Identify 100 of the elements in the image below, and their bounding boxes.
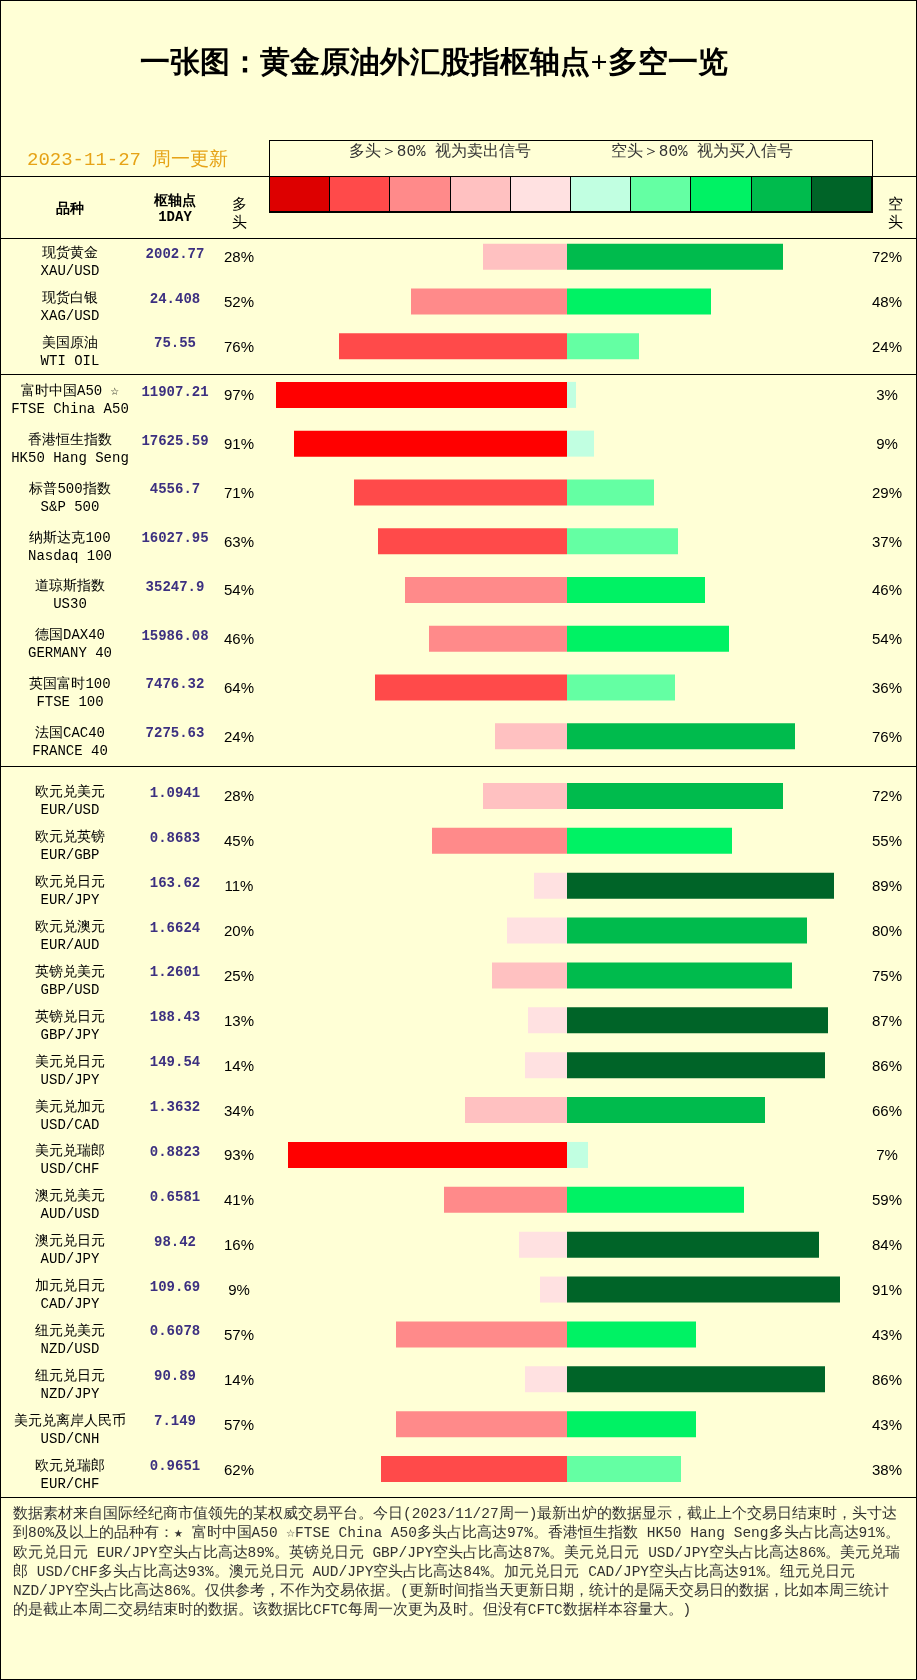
y-tick-label: 英镑兑美元 GBP/USD <box>35 963 105 998</box>
data-label: 34% <box>223 1101 255 1119</box>
text: 0.6078 <box>149 1323 201 1340</box>
text: 149.54 <box>149 1054 201 1071</box>
data-label: 14% <box>223 1056 255 1074</box>
text: 11907.21 <box>141 383 209 400</box>
text: 0.9651 <box>149 1458 201 1475</box>
data-label: 48% <box>871 293 903 310</box>
text: 多头 <box>231 194 247 230</box>
y-tick-label: 加元兑日元 CAD/JPY <box>35 1278 105 1313</box>
text: 35247.9 <box>145 578 205 595</box>
bar <box>525 1052 567 1079</box>
data-label: 46% <box>871 581 903 599</box>
data-label: 87% <box>871 1011 903 1029</box>
y-tick-label: 纽元兑美元 NZD/USD <box>35 1322 105 1357</box>
data-label: 20% <box>223 922 255 940</box>
y-tick-label: 纳斯达克100 Nasdaq 100 <box>27 529 113 564</box>
text: 17625.59 <box>141 432 209 449</box>
data-label: 37% <box>871 532 903 550</box>
data-label: 45% <box>223 832 255 850</box>
bar <box>525 1366 567 1393</box>
data-label: 54% <box>223 581 255 599</box>
y-tick-label: 富时中国A50 ☆ FTSE China A50 <box>11 383 129 418</box>
data-label: 63% <box>223 532 255 550</box>
bar <box>534 872 567 899</box>
data-label: 72% <box>871 787 903 805</box>
y-tick-label: 英国富时100 FTSE 100 <box>29 675 111 710</box>
data-label: 86% <box>871 1370 903 1388</box>
text: 2023-11-27 周一更新 <box>27 148 229 171</box>
data-label: 76% <box>871 727 903 745</box>
text: 数据素材来自国际经纪商市值领先的某权威交易平台。今日(2023/11/27周一)最新出炉的数据显示，截止上个交易日结束时，头寸达到80%及以上的品种有：★ 富时中国A50 ☆FTSE China A50多头占比高达97%。香港恒生指数 HK50 Hang Seng多头占比高达91%。欧元兑日元 EUR/JPY空头占比高达89%。英镑兑日元 GBP/JPY空头占比高达87%。美元兑日元 USD/JPY空头占比高达86%。美元兑瑞郎 USD/CHF多头占比高达93%。澳元兑日元 AUD/JPY空头占比高达84%。加元兑日元 CAD/JPY空头占比高达91%。纽元兑日元 NZD/JPY空头占比高达86%。仅供参考，不作为交易依据。(更新时间指当天更新日期，统计的是隔天交易日的数据，比如本周三统计的是截止本周二交易结束时的数据。该数据比CFTC每周一次更为及时。但没有CFTC数据样本容量大。) <box>13 1505 902 1621</box>
chart-title: 一张图：黄金原油外汇股指枢轴点+多空一览 <box>140 44 728 78</box>
y-tick-label: 欧元兑英镑 EUR/GBP <box>35 829 105 864</box>
y-tick-label: 德国DAX40 GERMANY 40 <box>27 627 113 662</box>
data-label: 36% <box>871 678 903 696</box>
bar <box>495 723 567 750</box>
y-tick-label: 美元兑离岸人民币 USD/CNH <box>14 1412 126 1447</box>
text: 0.8683 <box>149 829 201 846</box>
bar <box>567 1141 588 1168</box>
text: 0.8823 <box>149 1143 201 1160</box>
data-label: 11% <box>224 877 254 895</box>
data-label: 66% <box>871 1101 903 1119</box>
data-label: 59% <box>871 1191 903 1209</box>
data-label: 38% <box>871 1460 903 1478</box>
y-tick-label: 欧元兑日元 EUR/JPY <box>35 874 105 909</box>
text: 1.2601 <box>149 964 201 981</box>
text: 90.89 <box>153 1368 197 1385</box>
bar <box>540 1276 567 1303</box>
y-tick-label: 美元兑瑞郎 USD/CHF <box>35 1143 105 1178</box>
text: 空头 <box>887 194 903 230</box>
data-label: 72% <box>871 248 903 266</box>
y-tick-label: 现货黄金 XAU/USD <box>40 245 100 280</box>
data-label: 86% <box>871 1056 903 1074</box>
y-tick-label: 欧元兑澳元 EUR/AUD <box>35 919 105 954</box>
text: 109.69 <box>149 1278 201 1295</box>
data-label: 24% <box>871 337 903 355</box>
data-label: 93% <box>223 1146 255 1164</box>
data-label: 80% <box>871 922 903 940</box>
data-label: 7% <box>876 1146 898 1164</box>
data-label: 91% <box>223 435 255 453</box>
text: 1.3632 <box>149 1099 201 1116</box>
text: 1.6624 <box>149 919 201 936</box>
data-label: 57% <box>223 1415 255 1433</box>
text: 枢轴点 1DAY <box>153 193 196 225</box>
y-tick-label: 法国CAC40 FRANCE 40 <box>32 724 108 759</box>
data-label: 52% <box>223 293 255 310</box>
bar <box>567 430 594 457</box>
y-tick-label: 标普500指数 S&P 500 <box>28 479 111 515</box>
y-tick-label: 现货白银 XAG/USD <box>40 290 100 324</box>
text: 75.55 <box>153 335 197 352</box>
text: 15986.08 <box>141 627 209 644</box>
data-label: 89% <box>871 877 903 895</box>
y-tick-label: 香港恒生指数 HK50 Hang Seng <box>11 432 129 467</box>
data-label: 54% <box>871 630 903 648</box>
color-key: 多头＞80% 视为卖出信号 空头＞80% 视为买入信号 <box>269 140 873 213</box>
data-label: 16% <box>223 1236 255 1254</box>
y-tick-label: 澳元兑日元 AUD/JPY <box>35 1233 105 1268</box>
data-label: 14% <box>223 1370 255 1388</box>
y-tick-label: 纽元兑日元 NZD/JPY <box>35 1367 105 1402</box>
data-label: 28% <box>223 248 255 266</box>
data-label: 76% <box>223 337 255 355</box>
y-tick-label: 美国原油 WTI OIL <box>40 334 100 369</box>
text: 7.149 <box>153 1413 197 1430</box>
text: 98.42 <box>153 1233 197 1250</box>
data-label: 9% <box>228 1281 250 1299</box>
text: 4556.7 <box>149 481 201 498</box>
data-label: 46% <box>223 630 255 648</box>
data-label: 84% <box>871 1236 903 1254</box>
text: 1.0941 <box>149 784 201 801</box>
y-tick-label: 欧元兑美元 EUR/USD <box>35 784 105 819</box>
data-label: 64% <box>223 678 255 696</box>
text: 7275.63 <box>145 725 205 742</box>
y-tick-label: 美元兑日元 USD/JPY <box>35 1053 105 1088</box>
text: 188.43 <box>149 1009 201 1026</box>
data-label: 24% <box>223 727 255 745</box>
y-tick-label: 英镑兑日元 GBP/JPY <box>35 1008 105 1043</box>
text: 16027.95 <box>141 530 209 547</box>
data-label: 13% <box>223 1011 255 1029</box>
text: 0.6581 <box>149 1188 201 1205</box>
text: 24.408 <box>149 290 201 307</box>
